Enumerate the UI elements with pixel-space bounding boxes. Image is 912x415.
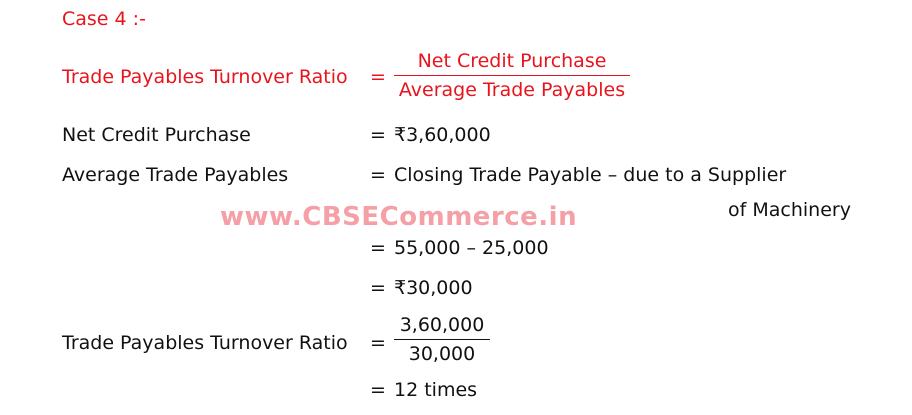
line-value: ₹3,60,000 — [394, 124, 491, 146]
line-label: Average Trade Payables — [62, 164, 289, 186]
equals-sign: = — [370, 164, 386, 186]
equals-sign: = — [370, 379, 386, 401]
equals-sign: = — [370, 237, 386, 259]
result-label: Trade Payables Turnover Ratio — [62, 332, 348, 354]
equals-sign: = — [370, 66, 386, 88]
result-fraction: 3,60,000 30,000 — [394, 314, 490, 365]
case-heading: Case 4 :- — [62, 8, 146, 30]
line-value-continued: of Machinery — [728, 199, 851, 221]
equals-sign: = — [370, 124, 386, 146]
equals-sign: = — [370, 277, 386, 299]
final-result: 12 times — [394, 379, 478, 401]
line-value: 55,000 – 25,000 — [394, 237, 549, 259]
denominator: 30,000 — [408, 343, 476, 365]
line-value: ₹30,000 — [394, 277, 473, 299]
watermark: www.CBSECommerce.in — [220, 202, 578, 232]
denominator: Average Trade Payables — [398, 79, 626, 101]
formula-label: Trade Payables Turnover Ratio — [62, 66, 348, 88]
line-label: Net Credit Purchase — [62, 124, 251, 146]
formula-fraction: Net Credit Purchase Average Trade Payabl… — [394, 50, 630, 101]
numerator: Net Credit Purchase — [394, 50, 630, 76]
line-value: Closing Trade Payable – due to a Supplie… — [394, 164, 787, 186]
numerator: 3,60,000 — [394, 314, 490, 340]
equals-sign: = — [370, 332, 386, 354]
